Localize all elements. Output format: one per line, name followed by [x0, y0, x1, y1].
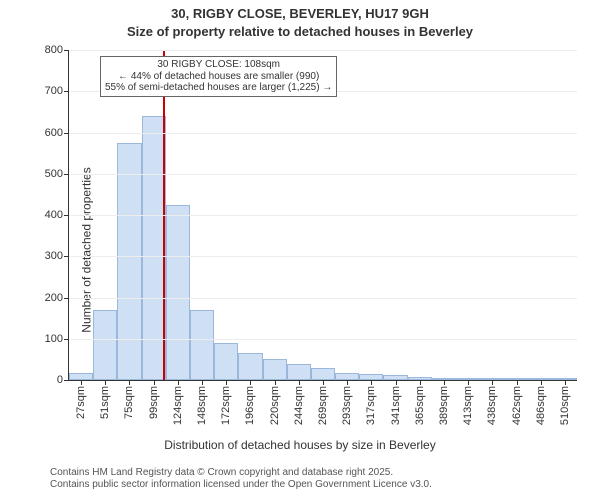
xtick-label: 317sqm: [365, 386, 377, 425]
xtick-mark: [492, 380, 493, 385]
histogram-bar: [238, 353, 262, 380]
ytick-label: 100: [45, 333, 63, 345]
chart-title-main: 30, RIGBY CLOSE, BEVERLEY, HU17 9GH: [0, 6, 600, 21]
xtick-mark: [541, 380, 542, 385]
xtick-label: 220sqm: [269, 386, 281, 425]
histogram-bar: [190, 310, 214, 380]
xtick-mark: [178, 380, 179, 385]
ytick-mark: [64, 339, 69, 340]
histogram-chart: 30, RIGBY CLOSE, BEVERLEY, HU17 9GH Size…: [0, 0, 600, 500]
xtick-label: 51sqm: [99, 386, 111, 419]
ytick-label: 300: [45, 250, 63, 262]
gridline: [69, 298, 577, 299]
xtick-label: 341sqm: [390, 386, 402, 425]
footer-credits: Contains HM Land Registry data © Crown c…: [0, 467, 600, 491]
xtick-label: 510sqm: [559, 386, 571, 425]
ytick-mark: [64, 133, 69, 134]
xtick-mark: [299, 380, 300, 385]
histogram-bar: [166, 205, 190, 380]
xtick-label: 293sqm: [341, 386, 353, 425]
histogram-bar: [311, 368, 335, 380]
ytick-label: 700: [45, 85, 63, 97]
xtick-label: 269sqm: [317, 386, 329, 425]
xtick-mark: [396, 380, 397, 385]
footer-line: Contains HM Land Registry data © Crown c…: [50, 467, 600, 479]
xtick-label: 389sqm: [438, 386, 450, 425]
histogram-bar: [263, 359, 287, 380]
xtick-mark: [250, 380, 251, 385]
ytick-mark: [64, 215, 69, 216]
gridline: [69, 133, 577, 134]
annotation-box: 30 RIGBY CLOSE: 108sqm← 44% of detached …: [100, 56, 337, 97]
gridline: [69, 339, 577, 340]
gridline: [69, 256, 577, 257]
xtick-label: 438sqm: [486, 386, 498, 425]
xtick-label: 365sqm: [414, 386, 426, 425]
xtick-mark: [226, 380, 227, 385]
histogram-bar: [93, 310, 117, 380]
xtick-mark: [468, 380, 469, 385]
ytick-label: 500: [45, 168, 63, 180]
xtick-mark: [275, 380, 276, 385]
histogram-bar: [335, 373, 359, 380]
histogram-bar: [214, 343, 238, 380]
ytick-mark: [64, 256, 69, 257]
xtick-label: 196sqm: [244, 386, 256, 425]
histogram-bar: [117, 143, 141, 380]
xtick-label: 99sqm: [148, 386, 160, 419]
xtick-label: 75sqm: [123, 386, 135, 419]
plot-area: 010020030040050060070080027sqm51sqm75sqm…: [68, 50, 577, 381]
ytick-mark: [64, 91, 69, 92]
xtick-mark: [154, 380, 155, 385]
xtick-mark: [565, 380, 566, 385]
annotation-line: 55% of semi-detached houses are larger (…: [105, 82, 332, 94]
xtick-mark: [129, 380, 130, 385]
footer-line: Contains public sector information licen…: [50, 479, 600, 491]
xtick-mark: [420, 380, 421, 385]
histogram-bar: [287, 364, 311, 381]
xtick-label: 148sqm: [196, 386, 208, 425]
xtick-mark: [81, 380, 82, 385]
xtick-label: 124sqm: [172, 386, 184, 425]
x-axis-label: Distribution of detached houses by size …: [0, 438, 600, 452]
ytick-mark: [64, 174, 69, 175]
xtick-mark: [371, 380, 372, 385]
ytick-mark: [64, 380, 69, 381]
ytick-label: 600: [45, 127, 63, 139]
xtick-mark: [105, 380, 106, 385]
xtick-mark: [517, 380, 518, 385]
ytick-label: 800: [45, 44, 63, 56]
xtick-mark: [444, 380, 445, 385]
xtick-mark: [347, 380, 348, 385]
xtick-label: 172sqm: [220, 386, 232, 425]
annotation-line: 30 RIGBY CLOSE: 108sqm: [105, 59, 332, 71]
xtick-mark: [323, 380, 324, 385]
ytick-label: 0: [57, 374, 63, 386]
ytick-mark: [64, 298, 69, 299]
chart-title-sub: Size of property relative to detached ho…: [0, 24, 600, 39]
histogram-bar: [69, 373, 93, 380]
gridline: [69, 215, 577, 216]
annotation-line: ← 44% of detached houses are smaller (99…: [105, 71, 332, 83]
ytick-label: 200: [45, 292, 63, 304]
xtick-label: 486sqm: [535, 386, 547, 425]
gridline: [69, 50, 577, 51]
gridline: [69, 174, 577, 175]
xtick-label: 27sqm: [75, 386, 87, 419]
xtick-label: 413sqm: [462, 386, 474, 425]
ytick-mark: [64, 50, 69, 51]
xtick-label: 462sqm: [511, 386, 523, 425]
xtick-mark: [202, 380, 203, 385]
xtick-label: 244sqm: [293, 386, 305, 425]
ytick-label: 400: [45, 209, 63, 221]
